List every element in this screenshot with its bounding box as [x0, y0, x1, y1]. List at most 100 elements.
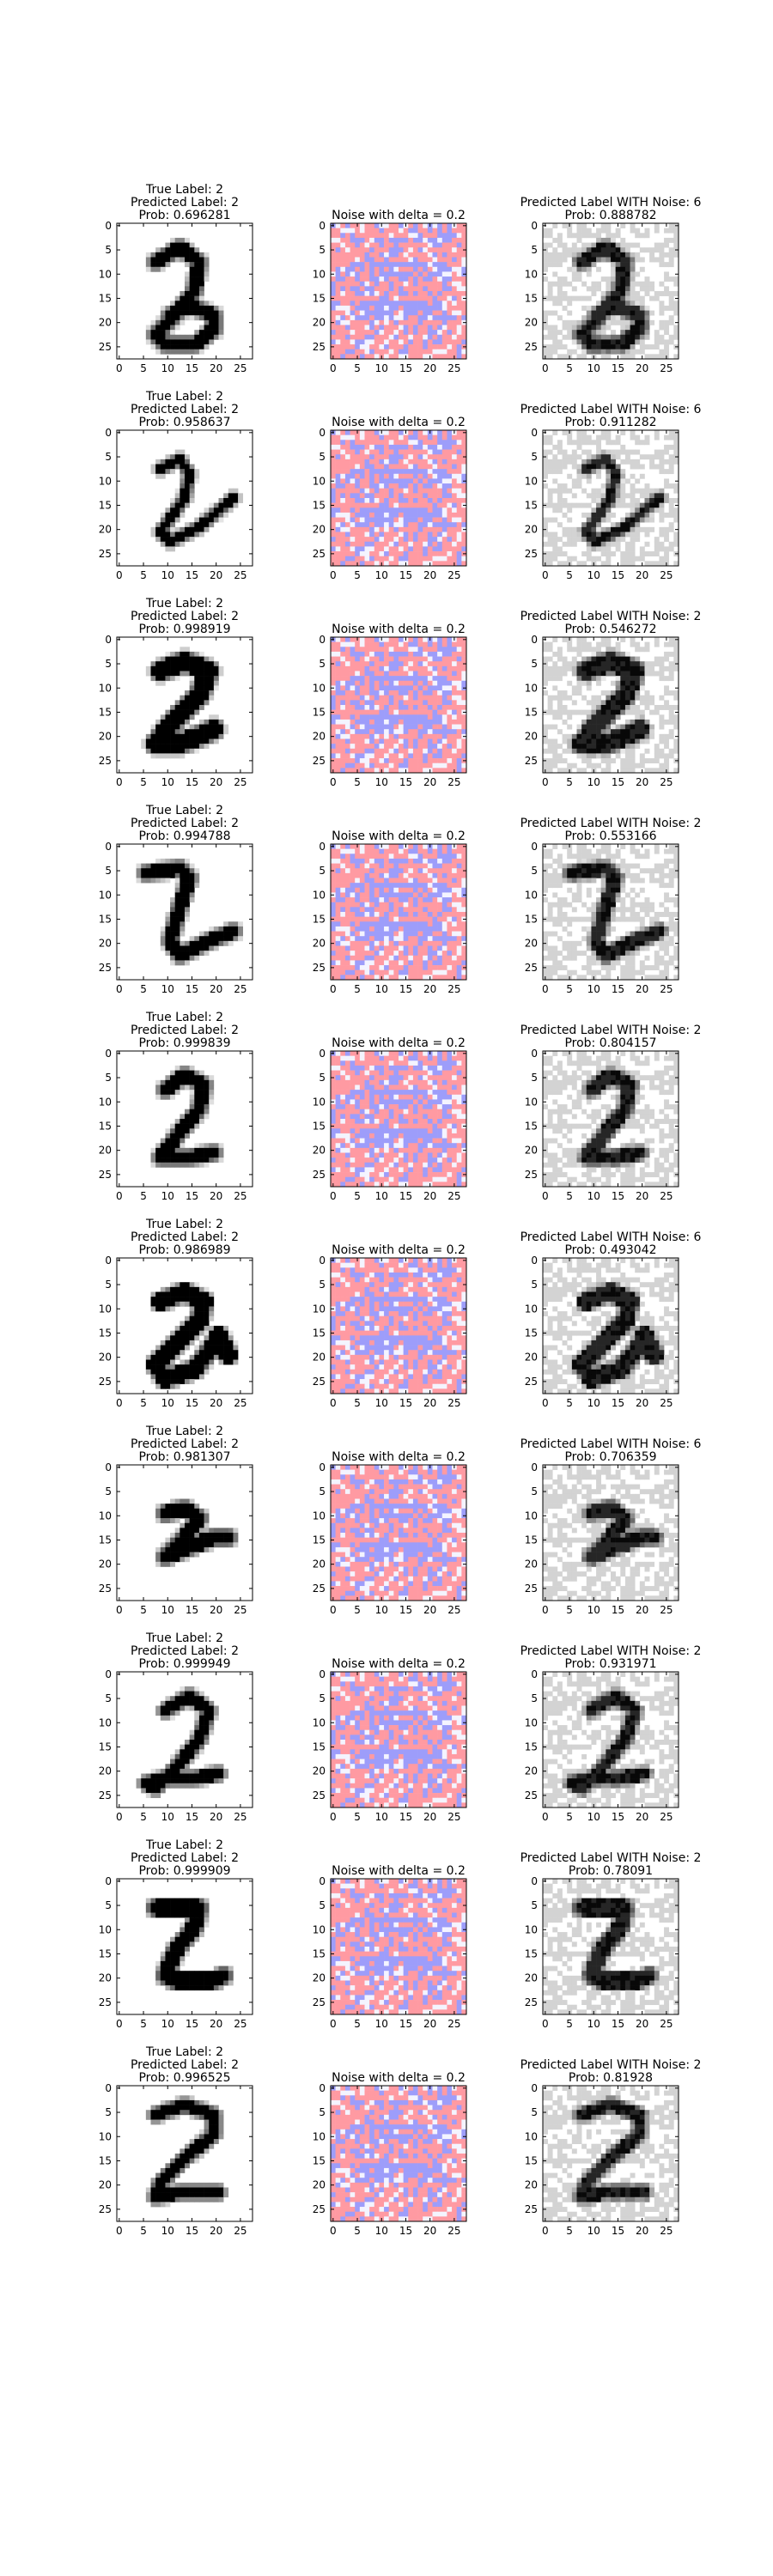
pixel	[194, 522, 200, 528]
pixel	[364, 339, 370, 345]
pixel	[417, 330, 423, 336]
pixel	[615, 526, 621, 532]
pixel	[384, 301, 390, 307]
pixel	[639, 709, 645, 715]
pixel	[417, 647, 423, 653]
pixel	[335, 483, 341, 489]
pixel	[423, 464, 429, 470]
pixel	[606, 709, 612, 715]
pixel	[403, 758, 409, 764]
pixel	[437, 502, 443, 508]
pixel	[359, 281, 365, 287]
pixel	[630, 532, 636, 538]
pixel	[456, 349, 462, 355]
pixel	[359, 237, 365, 243]
x-tick-label: 5	[566, 362, 573, 374]
pixel	[543, 434, 548, 440]
pixel	[461, 541, 467, 547]
pixel	[447, 223, 453, 228]
pixel	[412, 301, 418, 307]
pixel	[213, 315, 219, 321]
pixel	[423, 325, 429, 331]
pixel	[441, 444, 447, 450]
pixel	[635, 762, 641, 769]
pixel	[441, 271, 447, 277]
pixel	[456, 517, 462, 523]
pixel	[412, 709, 418, 715]
pixel	[384, 671, 390, 677]
pixel	[374, 714, 380, 720]
pixel	[423, 454, 429, 460]
pixel	[364, 680, 370, 686]
pixel	[417, 449, 423, 455]
pixel	[452, 526, 458, 532]
pixel	[576, 339, 582, 345]
pixel	[452, 344, 458, 350]
pixel	[552, 469, 558, 475]
pixel	[384, 325, 390, 331]
pixel	[384, 228, 390, 234]
pixel	[204, 680, 210, 686]
pixel	[432, 339, 438, 345]
pixel	[581, 319, 587, 325]
pixel	[447, 532, 453, 538]
pixel	[209, 512, 215, 518]
pixel	[624, 325, 630, 331]
pixel	[639, 719, 645, 725]
pixel	[340, 561, 346, 567]
pixel	[606, 257, 612, 263]
pixel	[630, 305, 636, 311]
pixel	[198, 744, 204, 750]
pixel	[350, 266, 356, 272]
panel-title-line: Noise with delta = 0.2	[332, 623, 466, 636]
pixel	[567, 334, 573, 340]
pixel	[437, 493, 443, 499]
pixel	[659, 319, 665, 325]
pixel	[331, 651, 336, 657]
pixel	[606, 551, 612, 557]
pixel	[447, 301, 453, 307]
pixel	[198, 685, 204, 691]
pixel	[189, 656, 195, 662]
pixel	[586, 334, 592, 340]
pixel	[552, 271, 558, 277]
pixel	[150, 526, 156, 532]
pixel	[384, 733, 390, 739]
pixel	[543, 483, 548, 489]
pixel	[335, 665, 341, 671]
pixel	[447, 651, 453, 657]
pixel	[567, 434, 573, 440]
pixel	[403, 233, 409, 239]
pixel	[198, 719, 204, 725]
pixel	[423, 252, 429, 258]
pixel	[408, 502, 414, 508]
pixel	[417, 493, 423, 499]
pixel	[673, 276, 679, 283]
pixel	[447, 325, 453, 331]
pixel	[364, 252, 370, 258]
pixel	[606, 537, 612, 543]
pixel	[576, 676, 582, 682]
pixel	[369, 753, 375, 759]
pixel	[611, 233, 616, 239]
pixel	[379, 242, 385, 248]
pixel	[412, 444, 418, 450]
pixel	[611, 334, 616, 340]
pixel	[447, 266, 453, 272]
pixel	[437, 695, 443, 701]
pixel	[359, 310, 365, 316]
pixel	[165, 330, 171, 336]
pixel	[427, 483, 433, 489]
pixel	[600, 719, 606, 725]
pixel	[335, 768, 341, 774]
pixel	[654, 430, 660, 435]
pixel	[591, 546, 597, 552]
panel-title-line: Prob: 0.696281	[138, 209, 230, 222]
pixel	[664, 733, 670, 739]
pixel	[335, 237, 341, 243]
pixel	[180, 498, 186, 503]
pixel	[659, 733, 665, 739]
pixel	[673, 512, 679, 518]
pixel	[635, 507, 641, 513]
pixel	[581, 223, 587, 228]
